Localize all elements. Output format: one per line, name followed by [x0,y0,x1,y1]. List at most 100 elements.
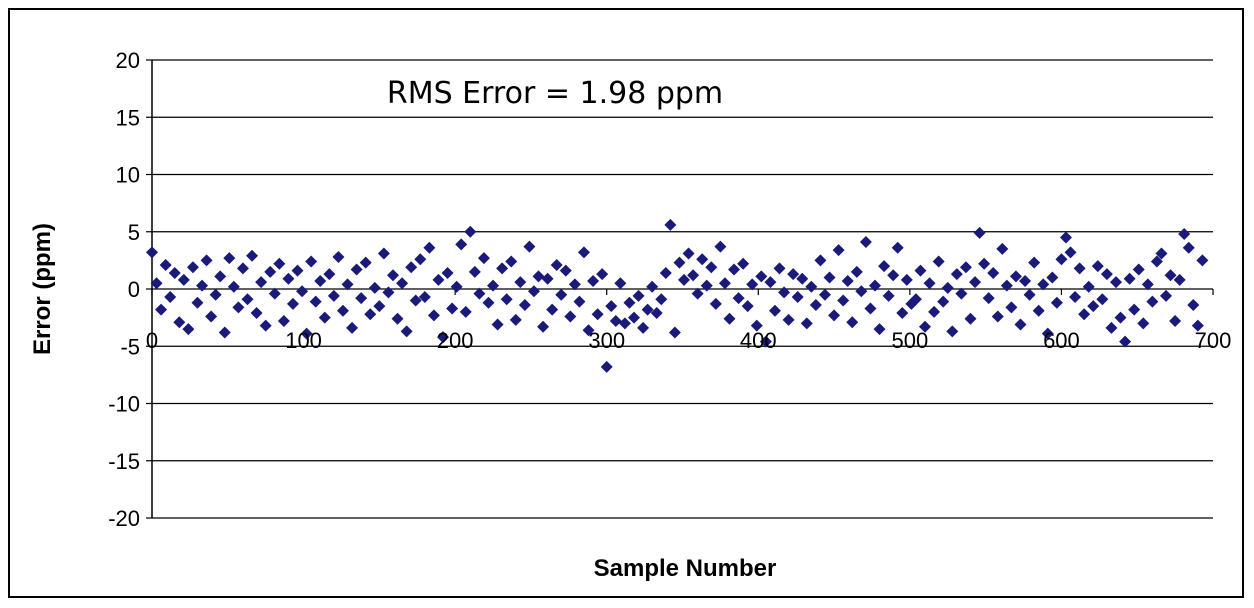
data-point [709,297,722,310]
data-point [323,268,336,281]
data-point [173,316,186,329]
data-point [1014,318,1027,331]
data-point [691,287,704,300]
data-point [1046,271,1059,284]
data-point [277,315,290,328]
data-point [505,255,518,268]
data-point [1028,256,1041,269]
data-point [1182,241,1195,254]
data-point [964,312,977,325]
y-tick-label-5: -5 [120,334,140,359]
data-point [537,320,550,333]
data-point [1137,317,1150,330]
data-point [150,277,163,290]
y-tick-label-4: 0 [128,277,140,302]
data-point [705,261,718,274]
data-point [718,277,731,290]
data-point [864,302,877,315]
data-point [568,278,581,291]
data-point [309,295,322,308]
data-point [350,263,363,276]
data-point [155,303,168,316]
data-point [855,285,868,298]
data-point [1178,228,1191,241]
data-point [737,257,750,270]
data-point [1069,291,1082,304]
x-tick-label-2: 200 [437,328,474,353]
data-point [750,319,763,332]
data-point [382,286,395,299]
data-point [246,249,259,262]
data-point [723,312,736,325]
data-point [996,242,1009,255]
data-point [223,252,236,265]
data-point [1100,268,1113,281]
data-point [418,291,431,304]
data-point [987,266,1000,279]
data-point [482,296,495,309]
data-point [455,238,468,251]
data-point [341,278,354,291]
data-point [973,226,986,239]
data-point [177,273,190,286]
data-point [268,287,281,300]
data-point [296,285,309,298]
data-point [959,261,972,274]
data-point [700,279,713,292]
data-point [473,287,486,300]
data-point [250,307,263,320]
data-point [1096,293,1109,306]
data-point [800,317,813,330]
data-point [1119,335,1132,348]
data-point [914,264,927,277]
data-point [209,288,222,301]
data-point [814,254,827,267]
data-point [432,273,445,286]
data-point [218,326,231,339]
data-point [596,268,609,281]
data-point [732,292,745,305]
data-point [909,293,922,306]
data-point [232,301,245,314]
data-point [146,246,158,259]
data-point [1009,270,1022,283]
data-point [1082,280,1095,293]
data-point [496,262,509,275]
data-point [264,265,277,278]
data-point [1078,308,1091,321]
data-point [1105,321,1118,334]
y-tick-label-6: -10 [108,392,140,417]
data-point [1023,288,1036,301]
data-point [541,272,554,285]
data-point [555,288,568,301]
data-point [969,276,982,289]
data-point [741,300,754,313]
data-point [1187,299,1200,312]
data-point [346,321,359,334]
data-point [687,269,700,282]
x-tick-label-1: 100 [285,328,322,353]
data-point [186,261,199,274]
data-point [787,268,800,281]
y-tick-label-8: -20 [108,506,140,531]
data-point [1041,327,1054,340]
data-point [1128,303,1141,316]
data-point [778,286,791,299]
x-axis-title: Sample Number [594,555,777,582]
data-point [782,313,795,326]
data-point [646,280,659,293]
data-point [509,313,522,326]
data-point [477,252,490,265]
data-point [828,309,841,322]
y-tick-label-7: -15 [108,449,140,474]
data-point [582,324,595,337]
data-point [1169,315,1182,328]
data-point [846,316,859,329]
data-point [768,304,781,317]
data-point [368,281,381,294]
data-point [205,310,218,323]
data-point [837,294,850,307]
data-point [955,287,968,300]
data-point [618,317,631,330]
data-point [873,323,886,336]
